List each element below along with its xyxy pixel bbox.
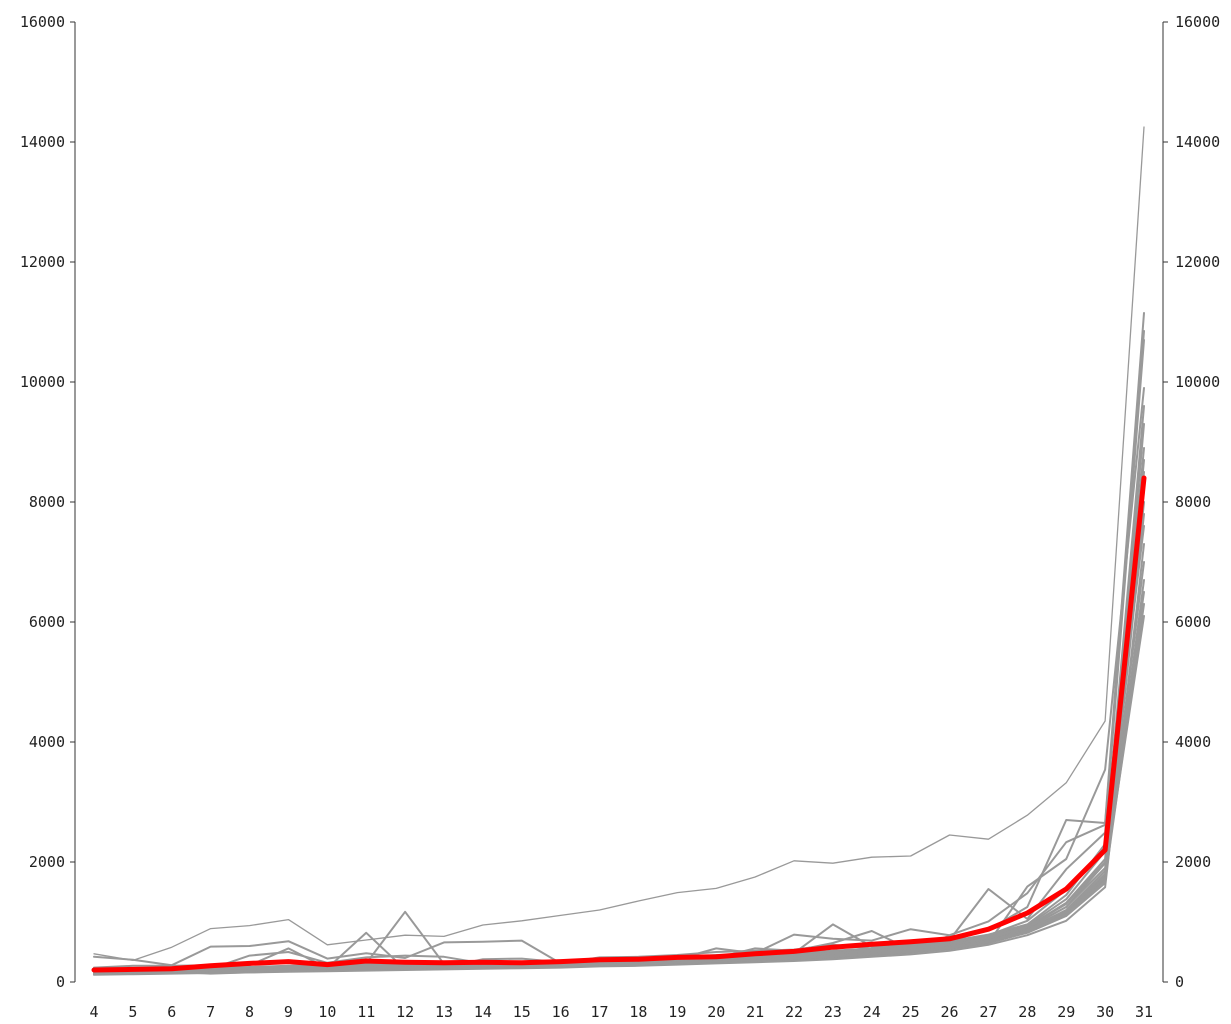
x-tick-label: 8 (245, 1003, 254, 1021)
series-line (93, 339, 1145, 975)
x-tick-label: 22 (785, 1003, 803, 1021)
series-group (93, 126, 1145, 976)
x-tick-label: 10 (318, 1003, 336, 1021)
x-tick-label: 23 (824, 1003, 842, 1021)
y-tick-label-left: 12000 (20, 253, 65, 271)
y-tick-label-right: 4000 (1175, 733, 1211, 751)
y-tick-label-right: 14000 (1175, 133, 1220, 151)
x-tick-label: 17 (591, 1003, 609, 1021)
y-tick-label-right: 8000 (1175, 493, 1211, 511)
y-ticks-left: 0 2000 4000 6000 8000 10000 12000 14000 16000 (20, 13, 75, 991)
y-tick-label-left: 10000 (20, 373, 65, 391)
y-tick-label-left: 16000 (20, 13, 65, 31)
y-tick-label-left: 4000 (29, 733, 65, 751)
x-tick-label: 25 (902, 1003, 920, 1021)
series-line (93, 126, 1145, 962)
y-tick-label-right: 0 (1175, 973, 1184, 991)
x-tick-label: 6 (167, 1003, 176, 1021)
x-tick-label: 9 (284, 1003, 293, 1021)
y-tick-label-right: 2000 (1175, 853, 1211, 871)
x-tick-label: 7 (206, 1003, 215, 1021)
x-tick-label: 29 (1057, 1003, 1075, 1021)
y-ticks-right: 0 2000 4000 6000 8000 10000 12000 14000 16000 (1163, 13, 1220, 991)
x-tick-label: 12 (396, 1003, 414, 1021)
x-tick-label: 4 (89, 1003, 98, 1021)
series-line (93, 423, 1145, 973)
x-tick-label: 14 (474, 1003, 492, 1021)
x-tick-label: 28 (1018, 1003, 1036, 1021)
x-tick-label: 24 (863, 1003, 881, 1021)
series-line (93, 513, 1145, 974)
highlight-series-line (91, 475, 1147, 973)
y-tick-label-left: 2000 (29, 853, 65, 871)
series-line (93, 525, 1145, 971)
series-line (93, 471, 1145, 971)
x-tick-label: 5 (128, 1003, 137, 1021)
series-line (93, 591, 1145, 973)
series-line (93, 501, 1145, 976)
x-tick-label: 31 (1135, 1003, 1153, 1021)
highlight-group (91, 475, 1147, 973)
x-tick-label: 18 (629, 1003, 647, 1021)
x-tick-label: 13 (435, 1003, 453, 1021)
series-line (93, 561, 1145, 974)
series-line (93, 615, 1145, 973)
y-tick-label-right: 16000 (1175, 13, 1220, 31)
series-line (93, 603, 1145, 975)
x-tick-label: 16 (552, 1003, 570, 1021)
y-tick-label-right: 6000 (1175, 613, 1211, 631)
y-tick-label-left: 14000 (20, 133, 65, 151)
x-ticks: 4 5 6 7 8 9 10 11 12 13 14 15 16 17 18 19 20 21 22 23 24 25 26… (89, 1003, 1153, 1021)
y-tick-label-right: 10000 (1175, 373, 1220, 391)
y-tick-label-left: 8000 (29, 493, 65, 511)
series-line (93, 312, 1145, 967)
y-tick-label-right: 12000 (1175, 253, 1220, 271)
x-tick-label: 26 (941, 1003, 959, 1021)
series-line (93, 543, 1145, 976)
x-tick-label: 30 (1096, 1003, 1114, 1021)
series-line (93, 489, 1145, 972)
series-line (93, 387, 1145, 973)
series-line (93, 405, 1145, 974)
x-tick-label: 21 (746, 1003, 764, 1021)
x-tick-label: 20 (707, 1003, 725, 1021)
y-tick-label-left: 6000 (29, 613, 65, 631)
series-line (93, 459, 1145, 975)
x-tick-label: 27 (979, 1003, 997, 1021)
y-tick-label-left: 0 (56, 973, 65, 991)
x-tick-label: 11 (357, 1003, 375, 1021)
series-line (93, 579, 1145, 974)
series-line (93, 330, 1145, 971)
x-tick-label: 19 (668, 1003, 686, 1021)
x-tick-label: 15 (513, 1003, 531, 1021)
